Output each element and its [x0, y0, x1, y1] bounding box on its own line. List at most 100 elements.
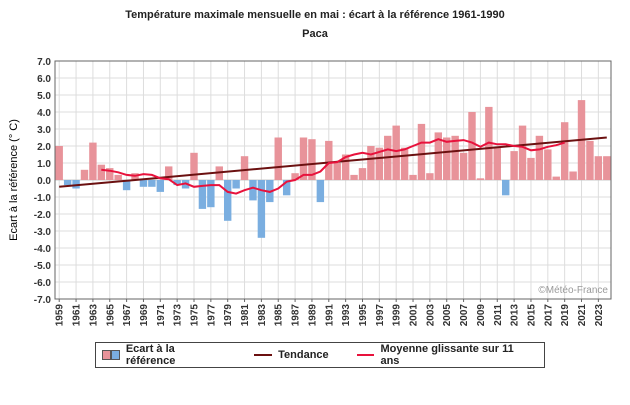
x-tick-label: 1959: [55, 304, 66, 327]
bar: [527, 157, 535, 180]
bar: [223, 180, 232, 221]
bar: [232, 180, 240, 189]
x-tick-label: 1999: [392, 304, 403, 327]
y-tick-label: 1.0: [37, 159, 51, 170]
x-tick-label: 1975: [190, 304, 201, 327]
bar: [417, 123, 426, 180]
y-tick-label: -2.0: [34, 210, 52, 221]
bar: [476, 178, 485, 180]
bar: [190, 152, 198, 180]
x-tick-label: 1979: [223, 304, 234, 327]
legend-swatch-trend: [254, 354, 273, 356]
chart-area: 7.0 6.0 5.0 4.0 3.0 2.0 1.0 0.0 -1.0 -2.0 -3.0 -4.0…: [8, 57, 612, 327]
watermark: ©Météo-France: [538, 285, 608, 296]
bar: [207, 180, 215, 208]
y-tick-label: -3.0: [34, 227, 52, 238]
x-tick-label: 1995: [358, 304, 369, 327]
x-tick-label: 2007: [459, 304, 470, 327]
bar: [544, 149, 552, 180]
y-tick-label: -7.0: [34, 295, 52, 306]
x-tick-label: 2009: [476, 304, 487, 327]
legend-item-trend: Tendance: [254, 349, 329, 361]
x-tick-label: 1961: [72, 304, 83, 327]
bar: [63, 180, 72, 186]
x-tick-label: 2011: [493, 304, 504, 326]
bar: [72, 180, 80, 189]
bar: [375, 147, 384, 180]
x-tick-label: 1977: [206, 304, 217, 327]
x-tick-label: 1985: [274, 304, 285, 327]
bars: [55, 100, 611, 238]
bar: [341, 154, 350, 180]
y-tick-label: 6.0: [37, 74, 51, 85]
bar: [274, 137, 282, 180]
x-tick-label: 2019: [560, 304, 571, 327]
bar: [122, 180, 131, 191]
legend-swatch-negative: [110, 350, 120, 360]
bar: [350, 174, 358, 180]
bar: [367, 146, 375, 180]
x-tick-label: 1997: [375, 304, 386, 327]
bar: [156, 180, 165, 192]
bar: [97, 164, 106, 180]
x-tick-label: 1971: [156, 304, 167, 327]
bar: [325, 140, 333, 180]
bar: [451, 135, 459, 180]
x-tick-label: 2013: [510, 304, 521, 327]
y-tick-label: 5.0: [37, 91, 51, 102]
x-tick-label: 1967: [122, 304, 133, 327]
lines: [59, 136, 607, 195]
chart-title: Température maximale mensuelle en mai : …: [125, 9, 505, 21]
x-tick-label: 1983: [257, 304, 268, 327]
bar: [89, 142, 97, 180]
bar: [240, 156, 249, 180]
bar: [603, 156, 611, 180]
x-tick-label: 1965: [105, 304, 116, 327]
bar: [392, 125, 400, 180]
x-tick-label: 2001: [409, 304, 420, 327]
y-tick-label: 4.0: [37, 108, 51, 119]
moving-average-line: [101, 138, 565, 195]
legend-swatch-positive: [102, 350, 111, 360]
x-tick-label: 1993: [341, 304, 352, 327]
bar: [165, 166, 173, 180]
legend-label-trend: Tendance: [278, 349, 329, 361]
y-tick-label: -6.0: [34, 278, 52, 289]
bar: [518, 125, 527, 180]
y-tick-label: 7.0: [37, 57, 51, 68]
x-tick-label: 1991: [324, 304, 335, 327]
bar: [106, 168, 114, 180]
bar: [114, 174, 122, 180]
x-tick-label: 2015: [527, 304, 538, 327]
bar: [198, 180, 207, 209]
x-tick-label: 2021: [577, 304, 588, 327]
bar: [459, 152, 468, 180]
y-tick-label: -5.0: [34, 261, 52, 272]
legend-label-moving-average: Moyenne glissante sur 11 ans: [380, 343, 514, 367]
bar: [586, 140, 594, 180]
bar: [358, 168, 367, 180]
legend-label-bars: Ecart à la référence: [125, 343, 176, 367]
bar: [426, 173, 434, 180]
bar: [560, 122, 569, 180]
x-tick-label: 1987: [291, 304, 302, 327]
bar: [510, 151, 518, 180]
x-tick-label: 2003: [425, 304, 436, 327]
bar: [282, 180, 291, 196]
bar: [443, 137, 451, 180]
legend-item-bars: Ecart à la référence: [102, 343, 226, 367]
legend-swatch-moving-average: [356, 354, 375, 356]
bar: [333, 163, 341, 180]
y-tick-label: 0.0: [37, 176, 51, 187]
x-tick-label: 1981: [240, 304, 251, 327]
bar: [594, 156, 603, 180]
bar: [173, 180, 181, 186]
bar: [434, 132, 443, 180]
x-tick-label: 1989: [307, 304, 318, 327]
bar: [148, 180, 156, 187]
bar: [409, 174, 417, 180]
legend: Ecart à la référence Tendance Moyenne gl…: [95, 342, 545, 368]
legend-item-moving-average: Moyenne glissante sur 11 ans: [356, 343, 534, 367]
x-tick-label: 1973: [173, 304, 184, 327]
bar: [552, 176, 560, 180]
